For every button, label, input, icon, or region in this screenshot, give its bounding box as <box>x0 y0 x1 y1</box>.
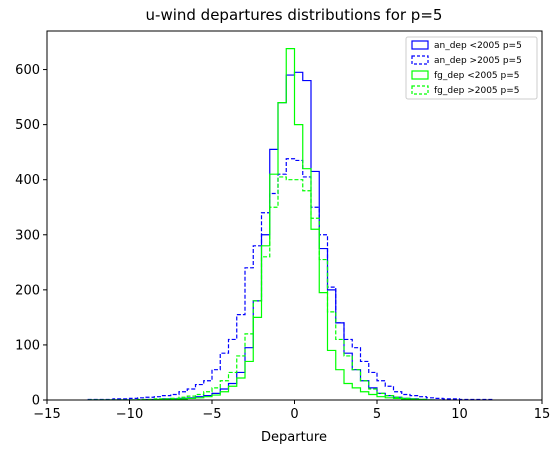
chart-title: u-wind departures distributions for p=5 <box>146 6 443 24</box>
legend-label: an_dep <2005 p=5 <box>434 41 522 51</box>
y-tick-label: 300 <box>15 228 40 243</box>
y-tick-label: 0 <box>32 394 40 409</box>
x-tick-label: −15 <box>33 407 60 422</box>
y-tick-label: 400 <box>15 173 40 188</box>
y-tick-label: 500 <box>15 118 40 133</box>
y-tick-label: 100 <box>15 338 40 353</box>
y-tick-label: 600 <box>15 63 40 78</box>
legend-label: fg_dep >2005 p=5 <box>434 86 520 96</box>
legend: an_dep <2005 p=5 an_dep >2005 p=5 fg_dep <… <box>406 37 537 99</box>
x-tick-label: −10 <box>116 407 143 422</box>
x-axis-label: Departure <box>261 430 327 445</box>
legend-label: fg_dep <2005 p=5 <box>434 71 520 81</box>
x-tick-label: 0 <box>290 407 298 422</box>
x-tick-label: −5 <box>202 407 221 422</box>
x-tick-label: 15 <box>534 407 551 422</box>
y-tick-label: 200 <box>15 283 40 298</box>
x-tick-label: 10 <box>451 407 468 422</box>
x-tick-label: 5 <box>373 407 381 422</box>
legend-label: an_dep >2005 p=5 <box>434 56 522 66</box>
